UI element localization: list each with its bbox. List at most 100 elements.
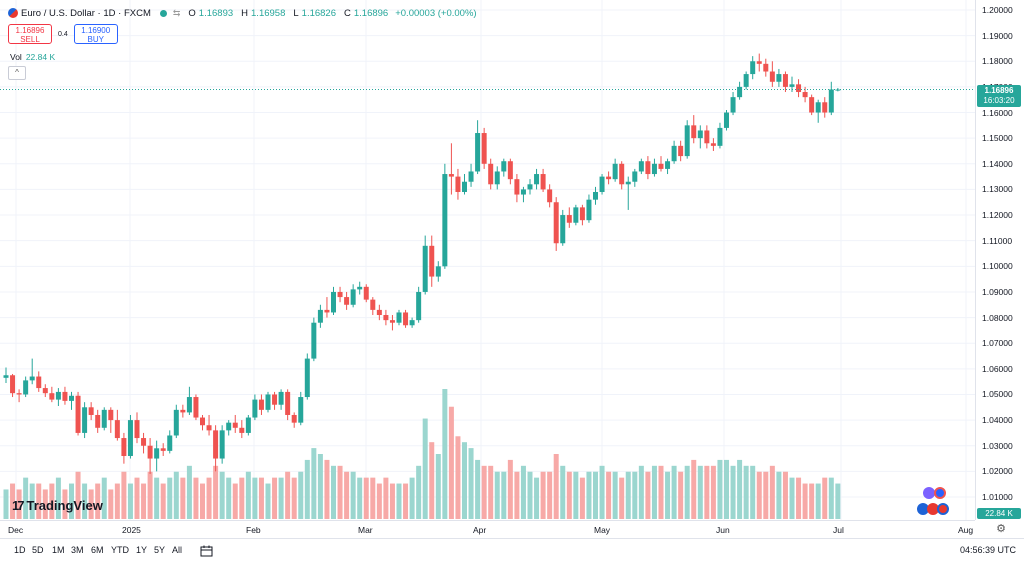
candle-body <box>291 414 297 423</box>
candle-body <box>298 397 304 423</box>
dividend-event-icon[interactable] <box>923 487 935 499</box>
candle-body <box>173 409 179 436</box>
symbol-title[interactable]: Euro / U.S. Dollar · 1D · FXCM <box>21 7 151 19</box>
candle-body <box>507 161 513 180</box>
range-button-3m[interactable]: 3M <box>71 545 84 555</box>
range-button-1y[interactable]: 1Y <box>136 545 148 555</box>
volume-bar <box>311 448 317 519</box>
eu-flag-event-icon[interactable] <box>917 503 929 515</box>
candle-body <box>127 420 133 456</box>
last-price-value: 1.16896 <box>984 86 1014 95</box>
volume-bar <box>632 471 638 519</box>
ohlc-open-value: 1.16893 <box>198 7 234 19</box>
price-scale[interactable]: 1.200001.190001.180001.170001.160001.150… <box>975 0 1024 520</box>
volume-value: 22.84 K <box>25 52 56 62</box>
volume-bar <box>619 477 625 519</box>
volume-bar <box>828 477 834 519</box>
volume-bar <box>481 465 487 519</box>
economic-event-icon[interactable] <box>934 487 946 499</box>
volume-bar <box>206 477 212 519</box>
candle-body <box>520 189 526 195</box>
candlestick-plot[interactable] <box>0 0 975 520</box>
volume-label: Vol <box>10 52 22 62</box>
volume-bar <box>3 489 9 519</box>
candle-body <box>448 174 454 177</box>
candle-body <box>763 63 769 72</box>
ohlc-high-value: 1.16958 <box>251 7 286 19</box>
volume-bar <box>285 471 291 519</box>
volume-legend[interactable]: Vol 22.84 K <box>10 52 55 62</box>
volume-bar <box>435 454 441 519</box>
price-tick-label: 1.20000 <box>982 5 1013 15</box>
volume-bar <box>769 465 775 519</box>
utc-clock[interactable]: 04:56:39 UTC <box>959 545 1016 555</box>
range-button-ytd[interactable]: YTD <box>111 545 129 555</box>
range-button-all[interactable]: All <box>172 545 183 555</box>
time-tick-label: May <box>594 525 611 535</box>
volume-bar <box>514 471 520 519</box>
us-flag-event-icon[interactable] <box>927 503 939 515</box>
volume-bar <box>606 471 612 519</box>
price-tick-label: 1.03000 <box>982 440 1013 451</box>
price-tick-label: 1.02000 <box>982 466 1013 477</box>
time-tick-label: 2025 <box>122 525 141 535</box>
range-button-5d[interactable]: 5D <box>32 545 44 555</box>
volume-bar <box>200 483 205 519</box>
candle-body <box>717 127 723 146</box>
us-flag-event-icon-2[interactable] <box>937 503 949 515</box>
candle-body <box>566 215 572 223</box>
volume-bar <box>278 477 284 519</box>
volume-bar <box>75 471 81 519</box>
candle-body <box>750 61 756 75</box>
candle-body <box>213 430 219 459</box>
buy-button[interactable]: 1.16900 BUY <box>73 24 118 44</box>
volume-bar <box>534 477 540 519</box>
alert-toggle-icon[interactable]: ⇆ <box>172 7 181 18</box>
volume-bar <box>49 483 55 519</box>
tradingview-logo-text: TradingView <box>26 498 103 513</box>
range-button-6m[interactable]: 6M <box>91 545 104 555</box>
gear-icon[interactable]: ⚙ <box>996 523 1006 535</box>
chart-pane[interactable]: Euro / U.S. Dollar · 1D · FXCM ⇆ O 1.1689… <box>0 0 975 520</box>
volume-bar <box>835 483 841 519</box>
range-button-5y[interactable]: 5Y <box>154 545 166 555</box>
volume-bar <box>396 483 402 519</box>
candle-body <box>147 445 153 459</box>
volume-bar <box>298 471 304 519</box>
volume-bar <box>36 483 42 519</box>
range-button-1m[interactable]: 1M <box>52 545 65 555</box>
ohlc-open-key: O <box>188 7 196 19</box>
volume-bar <box>743 465 749 519</box>
candle-body <box>488 163 494 185</box>
candle-body <box>160 448 166 451</box>
volume-bar <box>422 418 428 519</box>
volume-bar <box>658 465 664 519</box>
range-button-1d[interactable]: 1D <box>14 545 26 555</box>
volume-bar <box>593 471 598 519</box>
volume-bar <box>62 489 68 519</box>
candle-body <box>822 102 828 113</box>
candle-body <box>429 245 435 277</box>
candle-body <box>206 425 212 431</box>
volume-bar <box>245 471 251 519</box>
candle-body <box>108 409 114 421</box>
price-tick-label: 1.14000 <box>982 158 1013 169</box>
spread-value: 0.4 <box>58 30 68 38</box>
tradingview-logo[interactable]: 17 TradingView <box>12 498 103 513</box>
volume-bar <box>462 442 467 519</box>
price-tick-label: 1.12000 <box>982 210 1013 221</box>
sell-button[interactable]: 1.16896 SELL <box>8 24 52 44</box>
calendar-icon[interactable] <box>200 545 214 557</box>
candle-body <box>560 215 566 244</box>
time-axis[interactable]: Dec 2025 Feb Mar Apr May Jun Jul Aug <box>0 520 975 538</box>
candle-body <box>186 397 192 413</box>
candle-body <box>691 125 697 139</box>
candle-body <box>599 176 605 192</box>
candle-body <box>455 176 461 192</box>
volume-bar <box>756 471 762 519</box>
collapse-legend-button[interactable]: ^ <box>8 66 26 80</box>
volume-bar <box>612 471 618 519</box>
candle-body <box>344 297 350 305</box>
candle-body <box>697 130 703 139</box>
symbol-legend: Euro / U.S. Dollar · 1D · FXCM ⇆ O 1.1689… <box>8 6 477 20</box>
